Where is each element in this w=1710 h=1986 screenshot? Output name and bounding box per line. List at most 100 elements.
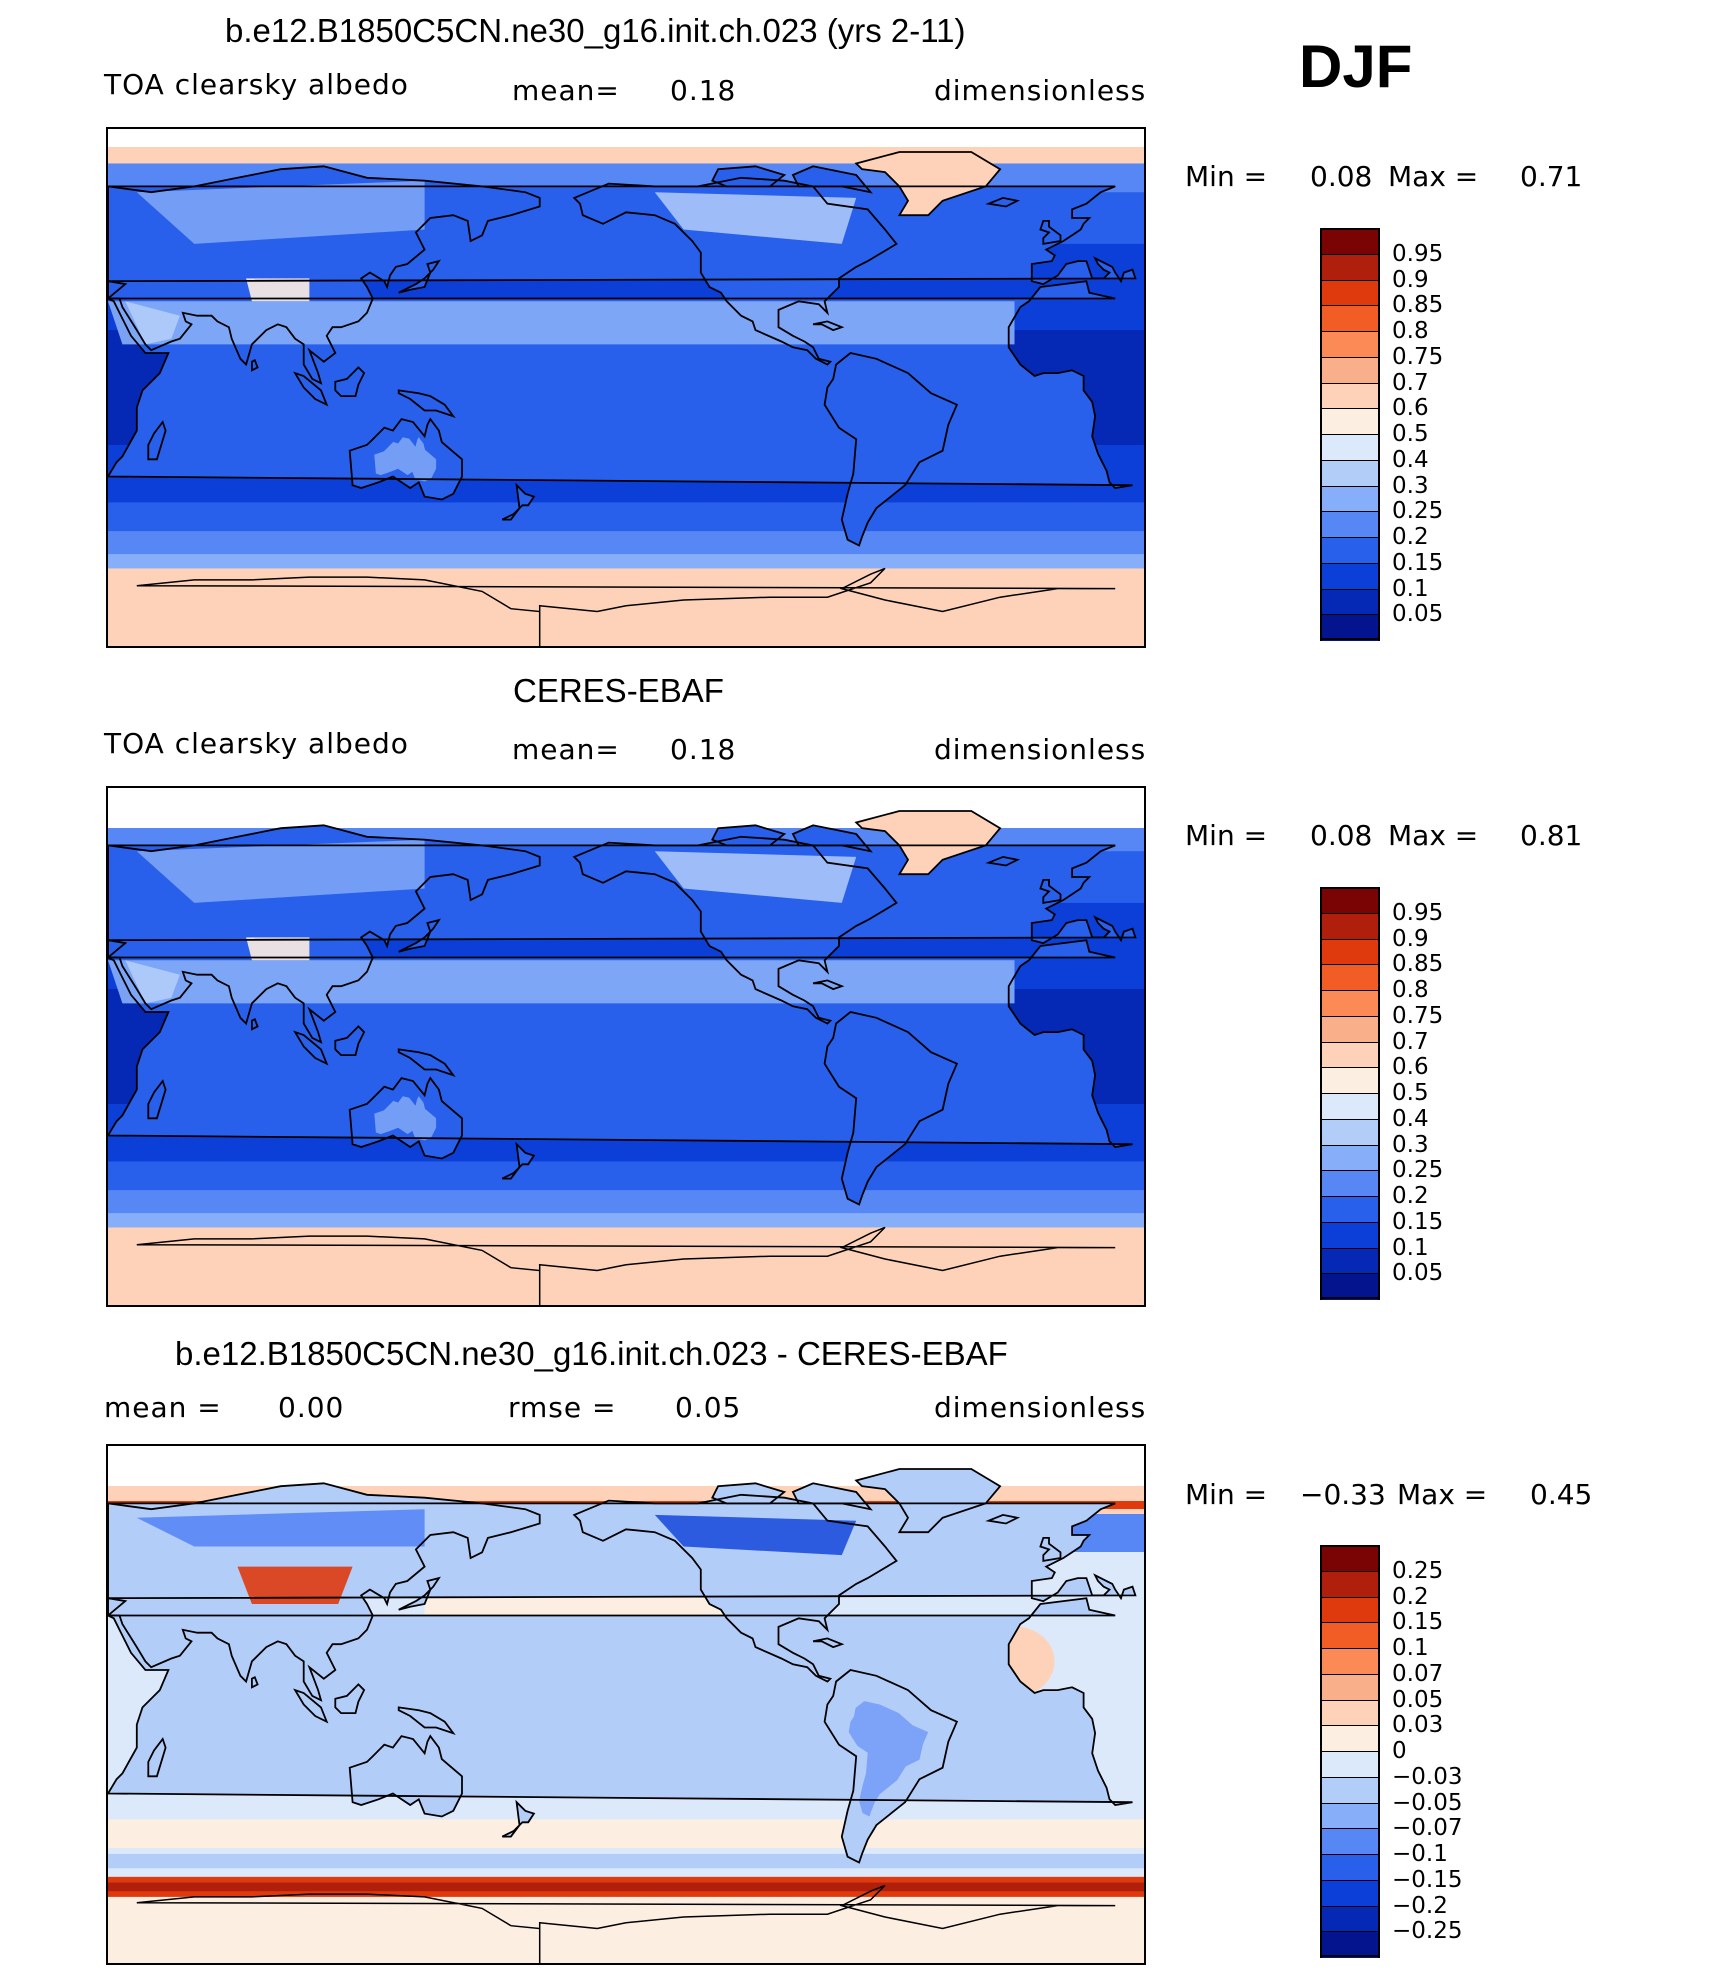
colorbar-tick-label: 0.25 xyxy=(1392,1557,1444,1584)
coastline-ng xyxy=(397,1706,456,1735)
colorbar-tick-label: 0.1 xyxy=(1392,1234,1429,1261)
colorbar-tick-label: 0.85 xyxy=(1392,951,1444,978)
coastline-japan xyxy=(398,918,441,953)
colorbar-tick-label: −0.07 xyxy=(1392,1815,1463,1842)
land-ng xyxy=(398,1707,454,1734)
latitude-band xyxy=(108,502,1144,532)
colorbar-tick-label: 0.05 xyxy=(1392,1686,1444,1713)
land-japan xyxy=(398,1578,439,1610)
coastline-europe_asia_east xyxy=(108,165,541,385)
coastline-europe_west xyxy=(108,844,1137,959)
colorbar-tick-label: 0.3 xyxy=(1392,1131,1429,1158)
coastline-borneo xyxy=(334,1683,366,1715)
land-arabia xyxy=(125,960,180,1004)
colorbar-tick-label: −0.1 xyxy=(1392,1841,1448,1867)
panel3-min-value: −0.33 xyxy=(1300,1478,1386,1511)
latitude-band xyxy=(108,1213,1144,1228)
colorbar-tick-label: 0.7 xyxy=(1392,1028,1429,1055)
coastline-europe_asia_east xyxy=(108,824,541,1044)
coastline-madagascar xyxy=(147,1079,167,1120)
colorbar-tick-label: 0.6 xyxy=(1392,395,1429,422)
land-canada-diff-neg xyxy=(654,1514,857,1556)
colorbar-tick-label: 0.75 xyxy=(1392,343,1444,370)
land-siberia-snow xyxy=(136,839,425,903)
coastline-africa xyxy=(108,280,1133,489)
top-blank xyxy=(108,129,1144,147)
colorbar-tick-label: 0.25 xyxy=(1392,1157,1444,1184)
land-canada-snow xyxy=(654,851,857,903)
land-greenland-ice xyxy=(856,811,1001,875)
land-tibet-snow xyxy=(246,937,310,961)
coastline-iceland xyxy=(985,196,1021,208)
coastline-europe_west xyxy=(108,1502,1137,1617)
coastline-uk xyxy=(1039,879,1062,904)
coastline-america_s xyxy=(823,352,959,547)
panel1-map-svg xyxy=(108,129,1144,646)
panel3-mean-label: mean = xyxy=(104,1391,222,1424)
land-greenland xyxy=(856,1469,1001,1533)
coastline-canada_isl1 xyxy=(711,165,787,188)
land-madagascar xyxy=(148,1081,166,1119)
coastline-canada_isl2 xyxy=(791,165,873,194)
land-japan xyxy=(398,261,439,293)
colorbar-tick-label: 0.4 xyxy=(1392,1105,1429,1132)
land-canada_isl1 xyxy=(712,1483,785,1504)
colorbar-tick-label: 0.9 xyxy=(1392,925,1429,952)
land-asia-diff-neg xyxy=(136,1509,425,1547)
panel2-map-svg xyxy=(108,788,1144,1305)
coastline-sri xyxy=(250,358,259,372)
land-uk xyxy=(1040,220,1061,244)
land-desert-sahara xyxy=(108,960,1015,1004)
coastline-america_n xyxy=(572,176,898,366)
colorbar-tick-label: 0.05 xyxy=(1392,1260,1444,1287)
colorbar-tick-label: −0.05 xyxy=(1392,1789,1463,1816)
colorbar-frame xyxy=(1320,228,1380,640)
panel2-max-value: 0.81 xyxy=(1520,819,1583,852)
latitude-band xyxy=(108,1190,1144,1214)
panel3-colorbar: 0.25 0.2 0.15 0.1 0.07 0.05 0.03 0 −0.03 −0.05 −0.… xyxy=(1320,1545,1462,1958)
panel1-mean-label: mean= xyxy=(512,74,620,107)
panel2-variable: TOA clearsky albedo xyxy=(104,727,409,760)
colorbar-tick-label: 0.75 xyxy=(1392,1002,1444,1029)
diff-antarctic-edge-core xyxy=(108,1882,1144,1892)
colorbar-tick-label: 0.8 xyxy=(1392,977,1429,1003)
coastline-canada_isl1 xyxy=(711,1482,787,1505)
colorbar-tick-label: 0.1 xyxy=(1392,1635,1429,1661)
latitude-band xyxy=(108,531,1144,555)
land-canada_isl1 xyxy=(712,166,785,187)
land-sumatra xyxy=(295,373,327,405)
colorbar-tick-label: 0.2 xyxy=(1392,524,1429,550)
panel2-mean-label: mean= xyxy=(512,733,620,766)
panel3-min-label: Min = xyxy=(1185,1478,1268,1511)
colorbar-tick-label: 0.25 xyxy=(1392,498,1444,525)
panel1-title: b.e12.B1850C5CN.ne30_g16.init.ch.023 (yr… xyxy=(225,12,966,49)
land-siberia-snow xyxy=(136,180,425,244)
land-uk xyxy=(1040,1537,1061,1561)
coastline-iceland xyxy=(985,1513,1021,1525)
panel3-map-svg xyxy=(108,1446,1144,1963)
coastline-uk xyxy=(1039,220,1062,245)
panel2-title: CERES-EBAF xyxy=(513,672,724,709)
colorbar-swatch xyxy=(1320,938,1380,966)
panel3-map xyxy=(106,1444,1146,1965)
land-sumatra xyxy=(295,1690,327,1722)
panel1-max-value: 0.71 xyxy=(1520,160,1583,193)
coastline-america_n xyxy=(572,835,898,1025)
land-uk xyxy=(1040,879,1061,903)
coastline-canada_isl2 xyxy=(791,824,873,853)
colorbar-tick-label: 0.3 xyxy=(1392,472,1429,499)
land-field xyxy=(108,811,1136,1205)
colorbar-tick-label: 0.5 xyxy=(1392,1080,1429,1106)
coastline-cuba xyxy=(812,979,845,991)
panel3-units: dimensionless xyxy=(934,1391,1147,1424)
coastline-ng xyxy=(397,1048,456,1077)
coastline-nz xyxy=(501,1799,536,1838)
colorbar-tick-label: 0.1 xyxy=(1392,575,1429,602)
colorbar-tick-label: 0.07 xyxy=(1392,1660,1444,1687)
land-desert-sahara xyxy=(108,301,1015,345)
colorbar-tick-label: 0.8 xyxy=(1392,318,1429,344)
colorbar-swatch xyxy=(1320,1699,1380,1727)
coastline-sri xyxy=(250,1675,259,1689)
coastline-madagascar xyxy=(147,420,167,461)
coastline-sumatra xyxy=(293,1030,329,1066)
